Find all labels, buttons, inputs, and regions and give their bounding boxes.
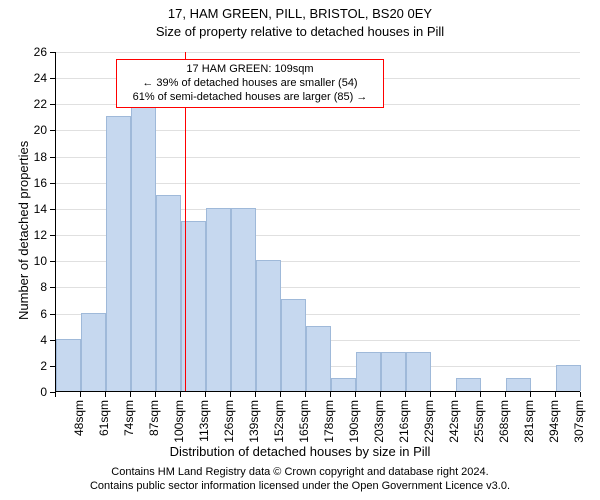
- x-tick-label: 203sqm: [372, 400, 386, 448]
- y-tick-label: 22: [23, 97, 47, 111]
- x-tick: [155, 392, 156, 397]
- x-tick-label: 165sqm: [297, 400, 311, 448]
- x-tick-label: 268sqm: [497, 400, 511, 448]
- y-tick-label: 0: [23, 385, 47, 399]
- x-tick: [105, 392, 106, 397]
- y-tick: [50, 261, 55, 262]
- x-tick: [455, 392, 456, 397]
- x-tick: [480, 392, 481, 397]
- x-tick-label: 48sqm: [72, 400, 86, 448]
- y-tick-label: 26: [23, 45, 47, 59]
- x-tick: [305, 392, 306, 397]
- x-tick: [130, 392, 131, 397]
- annotation-line: 61% of semi-detached houses are larger (…: [123, 91, 377, 105]
- x-tick: [580, 392, 581, 397]
- y-tick-label: 12: [23, 228, 47, 242]
- histogram-bar: [406, 352, 431, 391]
- y-tick: [50, 104, 55, 105]
- x-tick-label: 307sqm: [572, 400, 586, 448]
- histogram-bar: [206, 208, 231, 391]
- y-tick: [50, 287, 55, 288]
- x-tick: [80, 392, 81, 397]
- y-tick-label: 6: [23, 307, 47, 321]
- y-tick: [50, 209, 55, 210]
- histogram-bar: [231, 208, 256, 391]
- x-tick-label: 100sqm: [172, 400, 186, 448]
- y-tick-label: 14: [23, 202, 47, 216]
- y-tick: [50, 183, 55, 184]
- y-tick: [50, 366, 55, 367]
- y-tick-label: 16: [23, 176, 47, 190]
- y-tick: [50, 157, 55, 158]
- x-tick-label: 74sqm: [122, 400, 136, 448]
- y-tick-label: 10: [23, 254, 47, 268]
- histogram-bar: [81, 313, 106, 391]
- x-tick: [55, 392, 56, 397]
- y-tick-label: 2: [23, 359, 47, 373]
- y-tick-label: 24: [23, 71, 47, 85]
- y-tick: [50, 130, 55, 131]
- x-tick-label: 242sqm: [447, 400, 461, 448]
- histogram-bar: [106, 116, 131, 391]
- x-tick-label: 281sqm: [522, 400, 536, 448]
- histogram-bar: [281, 299, 306, 391]
- x-tick: [555, 392, 556, 397]
- x-tick: [530, 392, 531, 397]
- x-tick-label: 126sqm: [222, 400, 236, 448]
- x-tick: [430, 392, 431, 397]
- histogram-bar: [56, 339, 81, 391]
- y-tick: [50, 52, 55, 53]
- x-tick: [280, 392, 281, 397]
- x-tick-label: 152sqm: [272, 400, 286, 448]
- attribution-line: Contains public sector information licen…: [90, 480, 510, 492]
- x-tick-label: 178sqm: [322, 400, 336, 448]
- x-tick: [255, 392, 256, 397]
- x-tick: [180, 392, 181, 397]
- y-tick: [50, 235, 55, 236]
- histogram-bar: [131, 103, 156, 391]
- y-tick-label: 18: [23, 150, 47, 164]
- y-tick-label: 20: [23, 123, 47, 137]
- x-tick: [380, 392, 381, 397]
- histogram-bar: [156, 195, 181, 391]
- y-tick: [50, 340, 55, 341]
- histogram-bar: [356, 352, 381, 391]
- y-tick: [50, 78, 55, 79]
- histogram-bar: [456, 378, 481, 391]
- annotation-line: 17 HAM GREEN: 109sqm: [123, 63, 377, 77]
- y-tick-label: 4: [23, 333, 47, 347]
- histogram-bar: [506, 378, 531, 391]
- x-tick-label: 190sqm: [347, 400, 361, 448]
- x-tick-label: 113sqm: [197, 400, 211, 448]
- gridline: [56, 52, 580, 53]
- annotation-line: ← 39% of detached houses are smaller (54…: [123, 77, 377, 91]
- x-tick-label: 255sqm: [472, 400, 486, 448]
- x-tick: [230, 392, 231, 397]
- y-tick: [50, 314, 55, 315]
- y-tick-label: 8: [23, 280, 47, 294]
- histogram-bar: [331, 378, 356, 391]
- histogram-bar: [381, 352, 406, 391]
- x-tick-label: 229sqm: [422, 400, 436, 448]
- reference-annotation: 17 HAM GREEN: 109sqm ← 39% of detached h…: [116, 59, 384, 108]
- x-tick-label: 87sqm: [147, 400, 161, 448]
- histogram-bar: [306, 326, 331, 391]
- page-subtitle: Size of property relative to detached ho…: [0, 24, 600, 39]
- x-tick: [330, 392, 331, 397]
- x-tick-label: 61sqm: [97, 400, 111, 448]
- x-tick-label: 294sqm: [547, 400, 561, 448]
- histogram-bar: [256, 260, 281, 391]
- x-tick: [205, 392, 206, 397]
- x-tick: [355, 392, 356, 397]
- x-tick-label: 216sqm: [397, 400, 411, 448]
- histogram-bar: [556, 365, 581, 391]
- attribution: Contains HM Land Registry data © Crown c…: [0, 466, 600, 494]
- x-tick-label: 139sqm: [247, 400, 261, 448]
- page-title: 17, HAM GREEN, PILL, BRISTOL, BS20 0EY: [0, 6, 600, 21]
- attribution-line: Contains HM Land Registry data © Crown c…: [111, 466, 488, 478]
- x-tick: [505, 392, 506, 397]
- x-tick: [405, 392, 406, 397]
